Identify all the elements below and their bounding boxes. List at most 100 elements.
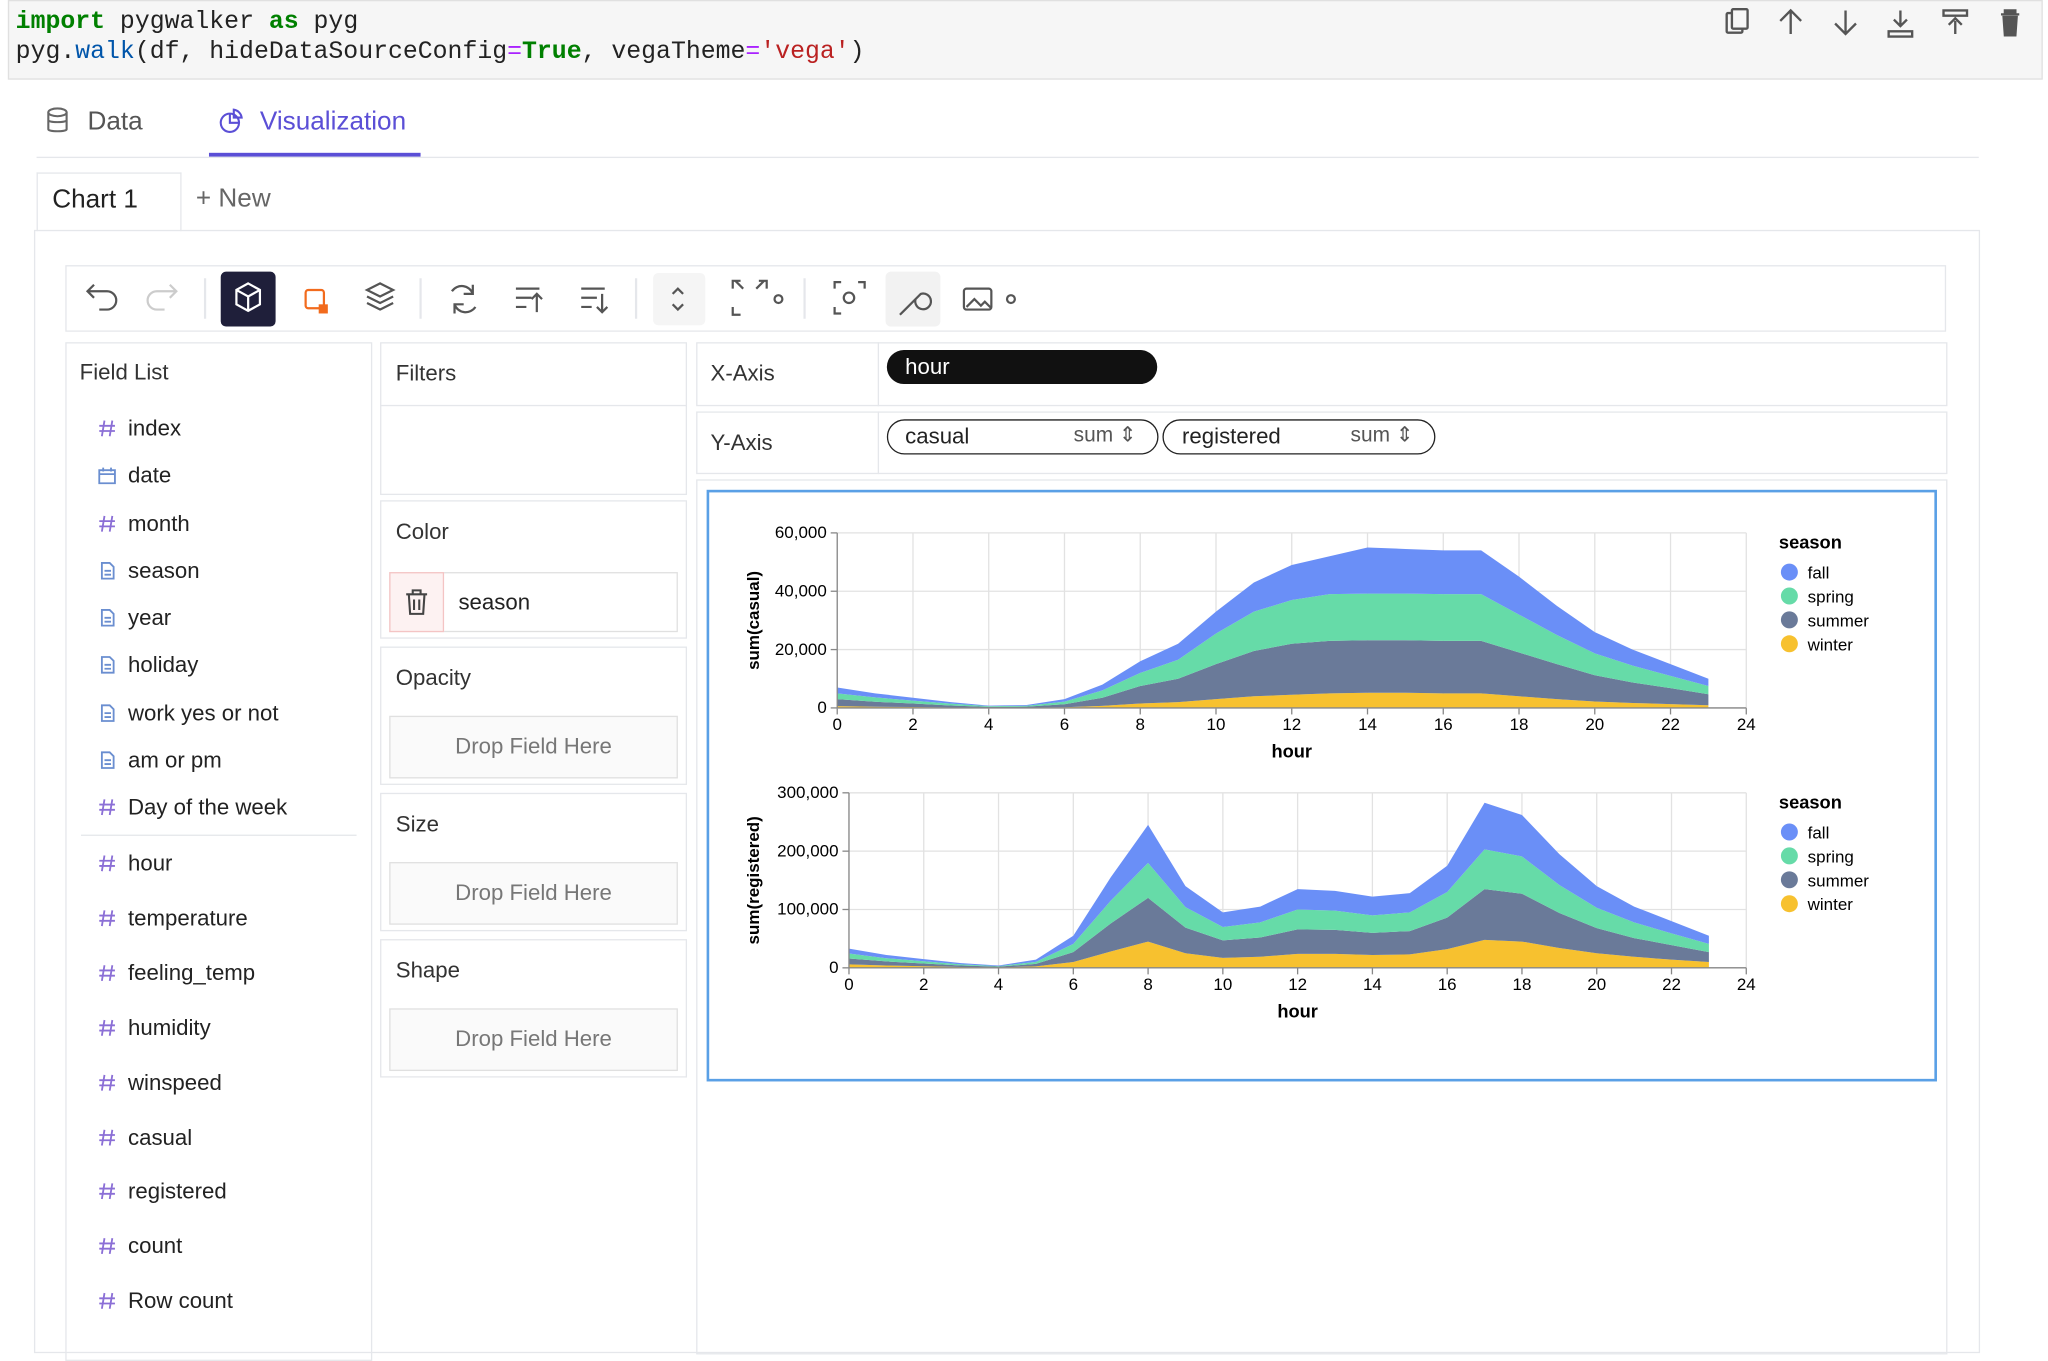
x-tick-label: 18 [1510, 715, 1529, 734]
legend-swatch [1780, 895, 1798, 913]
export-image[interactable] [962, 287, 1016, 311]
x-tick-label: 12 [1288, 975, 1307, 994]
tab-active[interactable]: Visualization [259, 107, 407, 136]
code-token: import [15, 7, 106, 36]
code-token: True [522, 37, 582, 66]
legend-swatch [1780, 847, 1798, 865]
drop-placeholder: Drop Field Here [455, 1026, 612, 1052]
hash-icon [99, 1183, 115, 1200]
zoom[interactable] [833, 281, 866, 315]
doc-icon [100, 609, 115, 627]
y-tick-label: 20,000 [775, 640, 827, 659]
field-pill[interactable] [886, 350, 1158, 384]
x-tick-label: 24 [1737, 715, 1756, 734]
hash-icon [99, 1293, 115, 1310]
y-tick-label: 200,000 [777, 841, 838, 860]
x-tick-label: 22 [1661, 715, 1680, 734]
y-shelf [696, 411, 1948, 475]
doc-icon [100, 751, 115, 769]
drop-placeholder: Drop Field Here [455, 880, 612, 906]
x-tick-label: 0 [844, 975, 853, 994]
sort-asc[interactable] [515, 287, 543, 313]
area [837, 692, 1709, 708]
divider [877, 411, 880, 475]
aggregation[interactable]: sum ⇕ [1350, 424, 1414, 447]
drop-zone[interactable]: Drop Field Here [389, 1008, 678, 1072]
chart-tab[interactable] [36, 172, 182, 232]
delete-icon[interactable] [2000, 9, 2020, 37]
field-item: feeling_temp [127, 960, 256, 986]
undo[interactable] [85, 283, 118, 311]
drop-zone[interactable]: Drop Field Here [389, 715, 678, 779]
code-token: pyg. [15, 37, 76, 66]
redo[interactable] [146, 283, 178, 311]
sort-desc[interactable] [581, 287, 609, 314]
area [848, 939, 1709, 968]
field-pill[interactable] [886, 419, 1159, 455]
x-tick-label: 2 [919, 975, 928, 994]
legend-title: season [1779, 532, 1842, 553]
transpose[interactable] [653, 272, 706, 326]
x-tick-label: 2 [908, 715, 917, 734]
legend-label: spring [1808, 588, 1854, 607]
code-token: pygwalker [105, 7, 269, 36]
field-separator [80, 834, 357, 836]
x-tick-label: 4 [984, 715, 993, 734]
settings[interactable] [885, 271, 941, 327]
mark-type[interactable] [220, 271, 276, 327]
insert-above-icon[interactable] [1942, 9, 1969, 34]
copy-icon[interactable] [1725, 7, 1749, 34]
data-tab-icon [47, 107, 68, 133]
code-token: walk [75, 37, 135, 66]
y-tick-label: 40,000 [775, 581, 827, 600]
x-tick-label: 18 [1513, 975, 1532, 994]
field-pill-name: casual [905, 423, 970, 449]
field-item: Day of the week [127, 794, 288, 820]
move-down-icon[interactable] [1834, 10, 1857, 36]
area [848, 802, 1709, 967]
aggregation[interactable]: sum ⇕ [1073, 424, 1137, 447]
stack-toggle[interactable] [304, 288, 328, 314]
x-tick-label: 20 [1585, 715, 1604, 734]
panel-title: Field List [79, 359, 169, 385]
field-pill-name: hour [905, 354, 950, 380]
move-up-icon[interactable] [1779, 8, 1802, 34]
field-item: work yes or not [127, 700, 279, 725]
insert-below-icon[interactable] [1887, 10, 1914, 38]
hash-icon [99, 1238, 115, 1255]
chart-tab-label: Chart 1 [52, 185, 138, 215]
y-tick-label: 0 [829, 958, 838, 977]
refresh[interactable] [450, 284, 477, 314]
legend-label: winter [1807, 895, 1854, 914]
field-item: count [127, 1234, 183, 1259]
field-item: year [127, 605, 172, 631]
x-tick-label: 12 [1282, 715, 1301, 734]
field-item: temperature [127, 905, 248, 931]
tab[interactable]: Data [87, 107, 143, 136]
drop-zone[interactable]: Drop Field Here [389, 862, 678, 925]
y-tick-label: 300,000 [777, 783, 838, 802]
size-mode[interactable] [731, 279, 784, 316]
y-tick-label: 60,000 [775, 523, 827, 542]
aggregation-label: sum [1073, 424, 1114, 447]
area [848, 889, 1709, 968]
chart-frame [706, 489, 1937, 1082]
area [837, 640, 1709, 708]
panel-title: Size [395, 811, 439, 837]
hash-icon [99, 420, 115, 437]
code-cell[interactable] [7, 0, 2043, 80]
code-token: ) [849, 37, 865, 66]
shelf-label: X-Axis [710, 361, 775, 386]
x-tick-label: 10 [1207, 715, 1226, 734]
field-pill[interactable] [1162, 419, 1436, 455]
legend-title: season [1779, 791, 1842, 812]
legend-swatch [1780, 563, 1798, 581]
layers[interactable] [364, 282, 396, 311]
encoding-panel [380, 500, 688, 639]
x-tick-label: 4 [994, 975, 1003, 994]
new-chart[interactable]: + New [195, 184, 271, 213]
remove-field[interactable] [389, 572, 445, 633]
divider [36, 156, 1979, 159]
